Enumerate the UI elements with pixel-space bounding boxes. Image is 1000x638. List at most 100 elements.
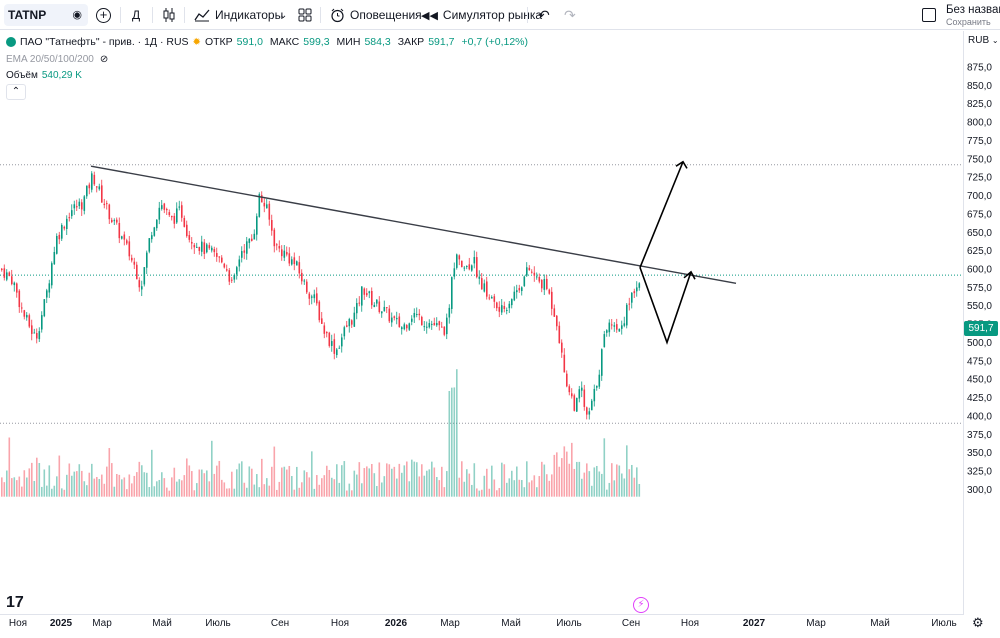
candle-body [573,395,576,411]
volume-bar [226,488,228,497]
interval-button[interactable]: Д [132,0,140,30]
candle-body [563,354,566,373]
candle-body [58,234,61,240]
candle-body [281,249,283,257]
chart-canvas[interactable]: 875,0 850,0 825,0 800,0 775,0 750,0 725,0 700,0… [0,31,1000,638]
price-tick-label: 800,0 [967,118,992,129]
indicators-button[interactable]: Индикаторы [194,0,283,30]
volume-bar [106,466,108,497]
volume-bar [211,440,213,497]
candle-body [321,318,323,324]
save-layout-button[interactable]: Без названия Сохранить [922,4,1000,28]
layouts-button[interactable] [298,0,312,30]
candle-body [521,287,523,292]
candle-body [253,233,256,240]
volume-bar [231,471,233,497]
redo-button[interactable]: ↷ [564,0,576,30]
candle-body [568,386,571,393]
legend-collapse-button[interactable]: ⌃ [6,84,26,100]
volume-bar [308,477,311,497]
volume-bar [338,482,341,497]
chart-legend: ПАО "Татнефть" - прив. · 1Д · RUS ✹ ОТКР… [6,35,531,81]
layout-checkbox[interactable] [922,8,936,22]
volume-bar [498,487,501,497]
candle-body [223,263,226,268]
undo-button[interactable]: ↶ [538,0,550,30]
volume-bar [276,489,278,497]
candle-body [18,290,21,308]
add-symbol-button[interactable]: + [96,0,111,30]
candle-body [218,256,221,258]
chart-type-button[interactable] [162,0,176,30]
gear-icon[interactable]: ⚙ [972,615,984,630]
legend-ema-row[interactable]: EMA 20/50/100/200 ⊘ [6,53,531,65]
volume-bar [243,482,246,497]
candle-body [51,263,53,286]
volume-bar [301,482,303,497]
volume-bar [551,474,553,497]
volume-bar [476,488,478,497]
volume-bar [423,475,426,497]
market-status-icon: ✹ [192,36,201,48]
volume-bar [68,463,71,497]
candle-body [296,261,298,266]
candle-body [581,387,583,391]
volume-bar [251,468,253,497]
candle-body [616,324,618,330]
eye-off-icon[interactable]: ⊘ [99,53,109,65]
volume-bar [141,465,143,497]
candle-body [463,267,466,269]
volume-bar [491,465,493,497]
alerts-button[interactable]: Оповещения [330,0,422,30]
volume-bar [431,461,433,497]
candle-body [183,218,186,227]
eye-icon[interactable]: ◉ [72,9,82,21]
candle-body [621,325,623,329]
candle-body [388,308,391,322]
toolbar-divider [320,7,321,23]
candle-body [386,307,388,309]
lightning-icon[interactable]: ⚡ [633,597,649,613]
candle-body [378,301,381,313]
volume-bar [18,476,21,497]
symbol-search[interactable]: TATNP ◉ [4,4,88,26]
candle-body [603,334,606,348]
volume-bar [121,479,123,497]
legend-volume-row[interactable]: Объём 540,29 K [6,69,531,81]
candle-body [241,251,243,258]
volume-bar [38,462,41,497]
volume-bar [408,481,411,497]
candle-body [408,323,411,330]
legend-title[interactable]: ПАО "Татнефть" - прив. · 1Д · RUS [20,36,189,48]
currency-label: RUB [968,35,990,46]
candle-body [488,297,491,299]
candle-body [208,245,211,249]
volume-bar [578,461,581,497]
replay-button[interactable]: ◀◀ Симулятор рынка [421,0,542,30]
indicators-menu-button[interactable]: ⌄ [279,0,287,30]
arrow-head [675,160,688,169]
candle-body [576,397,578,412]
currency-selector[interactable]: RUB ⌄ [968,35,999,46]
legend-low-value: 584,3 [364,36,391,48]
price-tick-label: 725,0 [967,173,992,184]
candle-body [548,289,551,294]
candle-body [451,277,453,309]
tradingview-logo-icon[interactable]: 17 [6,594,24,611]
redo-icon: ↷ [564,6,576,23]
candle-body [356,303,358,314]
candle-body [513,291,516,301]
volume-bar [566,451,568,497]
volume-bar [93,478,96,497]
candle-body [341,337,343,347]
volume-bar [213,473,216,497]
volume-bar [588,471,591,497]
volume-bar [126,489,128,497]
candle-body [318,301,321,321]
candle-body [418,313,421,316]
volume-bar [508,478,511,497]
volume-bar [523,487,526,497]
candle-body [313,294,316,299]
candle-body [111,219,113,223]
volume-bar [153,486,156,497]
